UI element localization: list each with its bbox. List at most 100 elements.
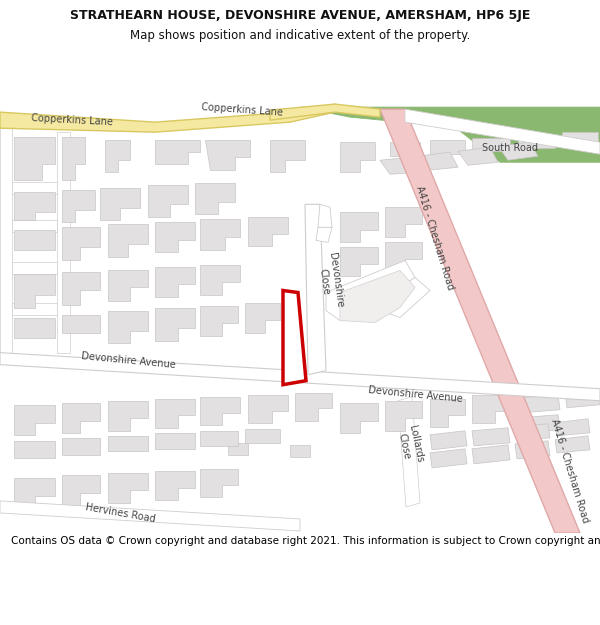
Polygon shape: [200, 306, 238, 336]
Polygon shape: [520, 395, 560, 412]
Polygon shape: [555, 436, 590, 453]
Polygon shape: [245, 429, 280, 442]
Polygon shape: [205, 140, 250, 170]
Polygon shape: [326, 261, 415, 321]
Polygon shape: [340, 213, 378, 243]
Polygon shape: [12, 182, 57, 194]
Polygon shape: [155, 308, 195, 341]
Polygon shape: [57, 132, 70, 352]
Polygon shape: [14, 441, 55, 458]
Polygon shape: [318, 204, 332, 228]
Polygon shape: [155, 268, 195, 296]
Polygon shape: [62, 190, 95, 222]
Polygon shape: [100, 188, 140, 221]
Polygon shape: [270, 140, 305, 172]
Polygon shape: [200, 397, 240, 425]
Polygon shape: [14, 192, 55, 221]
Polygon shape: [14, 318, 55, 338]
Polygon shape: [430, 399, 465, 427]
Polygon shape: [520, 415, 560, 432]
Polygon shape: [62, 402, 100, 432]
Polygon shape: [62, 438, 100, 455]
Text: A416 - Chesham Road: A416 - Chesham Road: [550, 418, 590, 524]
Polygon shape: [472, 445, 510, 464]
Polygon shape: [340, 142, 375, 172]
Polygon shape: [14, 405, 55, 435]
Polygon shape: [472, 428, 510, 446]
Polygon shape: [62, 228, 100, 261]
Polygon shape: [14, 478, 55, 508]
Polygon shape: [295, 392, 332, 421]
Polygon shape: [316, 228, 332, 242]
Polygon shape: [12, 302, 57, 314]
Polygon shape: [555, 419, 590, 436]
Text: Hervines Road: Hervines Road: [84, 502, 156, 524]
Polygon shape: [155, 399, 195, 428]
Polygon shape: [200, 469, 238, 497]
Polygon shape: [12, 262, 57, 274]
Polygon shape: [228, 442, 248, 455]
Polygon shape: [515, 424, 550, 441]
Polygon shape: [12, 221, 57, 232]
Polygon shape: [108, 311, 148, 342]
Text: Devonshire Avenue: Devonshire Avenue: [367, 385, 463, 404]
Text: Lollards
Close: Lollards Close: [395, 424, 425, 466]
Polygon shape: [108, 401, 148, 431]
Polygon shape: [562, 132, 598, 144]
Polygon shape: [108, 473, 148, 503]
Text: Map shows position and indicative extent of the property.: Map shows position and indicative extent…: [130, 29, 470, 42]
Polygon shape: [340, 402, 378, 432]
Polygon shape: [385, 401, 422, 431]
Polygon shape: [380, 109, 580, 533]
Polygon shape: [62, 314, 100, 332]
Polygon shape: [248, 395, 288, 422]
Text: Devonshire
Close: Devonshire Close: [316, 251, 344, 309]
Polygon shape: [155, 471, 195, 500]
Polygon shape: [305, 204, 326, 374]
Polygon shape: [14, 137, 55, 180]
Polygon shape: [0, 104, 335, 132]
Polygon shape: [148, 185, 188, 218]
Polygon shape: [518, 135, 555, 148]
Polygon shape: [565, 390, 600, 408]
Polygon shape: [300, 107, 600, 162]
Polygon shape: [270, 104, 380, 120]
Polygon shape: [380, 158, 418, 174]
Text: Copperkins Lane: Copperkins Lane: [31, 113, 113, 128]
Polygon shape: [385, 208, 422, 238]
Polygon shape: [200, 219, 240, 251]
Polygon shape: [155, 432, 195, 449]
Polygon shape: [430, 140, 465, 154]
Polygon shape: [62, 475, 100, 505]
Polygon shape: [385, 242, 422, 272]
Polygon shape: [245, 302, 280, 332]
Text: A416 - Chesham Road: A416 - Chesham Road: [415, 184, 455, 291]
Polygon shape: [200, 266, 240, 294]
Polygon shape: [105, 140, 130, 172]
Polygon shape: [340, 271, 415, 322]
Text: Devonshire Avenue: Devonshire Avenue: [80, 351, 176, 370]
Polygon shape: [472, 138, 510, 151]
Text: STRATHEARN HOUSE, DEVONSHIRE AVENUE, AMERSHAM, HP6 5JE: STRATHEARN HOUSE, DEVONSHIRE AVENUE, AME…: [70, 9, 530, 22]
Polygon shape: [108, 271, 148, 301]
Polygon shape: [62, 272, 100, 304]
Polygon shape: [430, 431, 467, 450]
Polygon shape: [200, 431, 238, 446]
Polygon shape: [340, 248, 378, 276]
Text: Contains OS data © Crown copyright and database right 2021. This information is : Contains OS data © Crown copyright and d…: [11, 536, 600, 546]
Polygon shape: [290, 445, 310, 457]
Polygon shape: [0, 501, 300, 531]
Polygon shape: [283, 291, 306, 385]
Polygon shape: [108, 436, 148, 451]
Polygon shape: [458, 148, 498, 165]
Polygon shape: [14, 231, 55, 251]
Polygon shape: [62, 137, 85, 180]
Polygon shape: [155, 222, 195, 253]
Polygon shape: [0, 128, 12, 352]
Polygon shape: [430, 449, 467, 468]
Polygon shape: [405, 109, 600, 154]
Polygon shape: [418, 152, 458, 170]
Polygon shape: [14, 274, 55, 308]
Polygon shape: [472, 395, 510, 422]
Polygon shape: [515, 441, 550, 459]
